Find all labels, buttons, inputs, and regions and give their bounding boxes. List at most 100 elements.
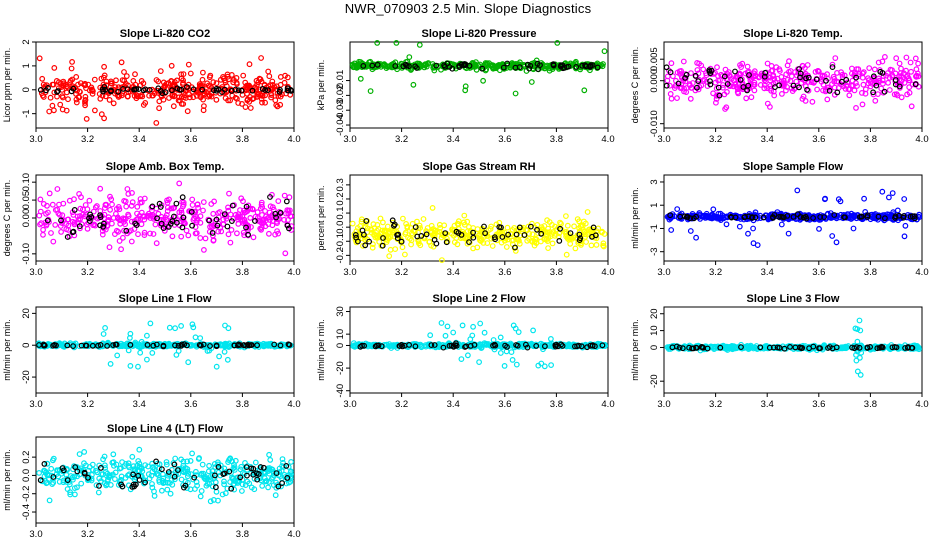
data-point bbox=[770, 73, 776, 80]
x-tick-label: 3.0 bbox=[657, 267, 670, 278]
data-point bbox=[56, 341, 63, 348]
data-point bbox=[856, 71, 863, 77]
data-point bbox=[511, 224, 518, 231]
data-point bbox=[63, 107, 70, 114]
data-point bbox=[198, 488, 205, 494]
data-point bbox=[732, 68, 738, 75]
data-point bbox=[234, 342, 241, 349]
data-point bbox=[441, 222, 448, 229]
data-point bbox=[689, 80, 696, 86]
data-point bbox=[444, 323, 451, 330]
data-point bbox=[189, 222, 196, 229]
y-tick-label: -20 bbox=[21, 370, 32, 384]
data-point bbox=[235, 220, 242, 227]
data-point bbox=[244, 90, 251, 97]
data-point bbox=[101, 63, 107, 70]
data-point bbox=[164, 208, 171, 215]
plot-frame bbox=[349, 306, 609, 394]
data-point bbox=[903, 54, 910, 61]
panel-title: Slope Amb. Box Temp. bbox=[106, 161, 225, 173]
data-point bbox=[870, 89, 876, 96]
data-point bbox=[557, 219, 563, 226]
data-point bbox=[678, 210, 685, 217]
data-point bbox=[228, 218, 235, 225]
data-point bbox=[713, 96, 720, 102]
data-point bbox=[265, 87, 271, 93]
data-point bbox=[215, 228, 222, 235]
data-point bbox=[191, 215, 198, 222]
data-point bbox=[210, 79, 217, 86]
data-point bbox=[178, 233, 185, 240]
data-point bbox=[59, 93, 66, 99]
data-point bbox=[275, 230, 282, 237]
data-point bbox=[59, 220, 65, 227]
data-point bbox=[389, 63, 396, 70]
data-point bbox=[779, 214, 786, 220]
data-point bbox=[592, 232, 599, 239]
x-tick-label: 3.8 bbox=[236, 134, 249, 145]
data-point bbox=[826, 87, 833, 94]
data-point bbox=[349, 61, 356, 68]
data-point bbox=[170, 213, 177, 220]
data-point bbox=[786, 58, 792, 65]
data-point bbox=[764, 85, 771, 92]
data-point bbox=[834, 89, 841, 96]
data-point bbox=[184, 84, 190, 90]
data-point bbox=[391, 222, 397, 229]
data-point bbox=[461, 219, 467, 226]
panel-title: Slope Li-820 CO2 bbox=[120, 28, 210, 40]
data-point bbox=[286, 225, 292, 232]
data-point bbox=[771, 212, 778, 218]
data-point bbox=[387, 246, 394, 253]
data-point bbox=[187, 342, 193, 348]
data-point bbox=[875, 91, 881, 97]
data-point bbox=[429, 204, 436, 211]
data-point bbox=[288, 87, 295, 94]
data-point bbox=[150, 231, 157, 237]
data-point bbox=[882, 54, 888, 60]
data-point bbox=[242, 104, 249, 110]
data-point bbox=[772, 84, 778, 90]
data-point bbox=[215, 210, 222, 216]
data-point bbox=[674, 206, 681, 213]
data-point bbox=[739, 60, 746, 67]
panel-title: Slope Line 1 Flow bbox=[119, 293, 212, 305]
data-point bbox=[37, 196, 44, 203]
data-point bbox=[415, 238, 422, 245]
data-point bbox=[824, 71, 830, 78]
data-point bbox=[183, 342, 190, 349]
data-point bbox=[571, 223, 577, 230]
data-point bbox=[166, 95, 172, 101]
data-point bbox=[132, 71, 138, 78]
data-point bbox=[349, 220, 356, 227]
data-point bbox=[99, 231, 106, 238]
data-point bbox=[881, 212, 888, 218]
data-point bbox=[65, 96, 71, 103]
data-point bbox=[90, 208, 97, 215]
data-point bbox=[185, 61, 192, 68]
data-point bbox=[484, 240, 491, 247]
data-point bbox=[163, 211, 170, 218]
data-point bbox=[243, 203, 250, 210]
data-point bbox=[88, 214, 95, 220]
data-point bbox=[707, 81, 714, 88]
data-point bbox=[403, 62, 410, 69]
data-point bbox=[64, 342, 71, 349]
x-tick-label: 3.6 bbox=[184, 267, 197, 278]
data-point bbox=[667, 212, 674, 219]
data-point bbox=[767, 214, 774, 221]
data-point bbox=[439, 257, 445, 264]
data-point bbox=[481, 329, 488, 336]
data-point bbox=[241, 342, 247, 348]
data-point bbox=[82, 99, 88, 106]
data-point bbox=[538, 230, 545, 237]
data-point bbox=[258, 55, 265, 61]
data-point bbox=[501, 363, 508, 369]
data-point bbox=[206, 228, 213, 235]
data-point bbox=[708, 214, 714, 221]
data-point bbox=[178, 341, 185, 348]
data-point bbox=[101, 205, 108, 211]
data-point bbox=[695, 78, 702, 84]
data-point bbox=[862, 90, 869, 97]
data-point bbox=[167, 220, 174, 227]
